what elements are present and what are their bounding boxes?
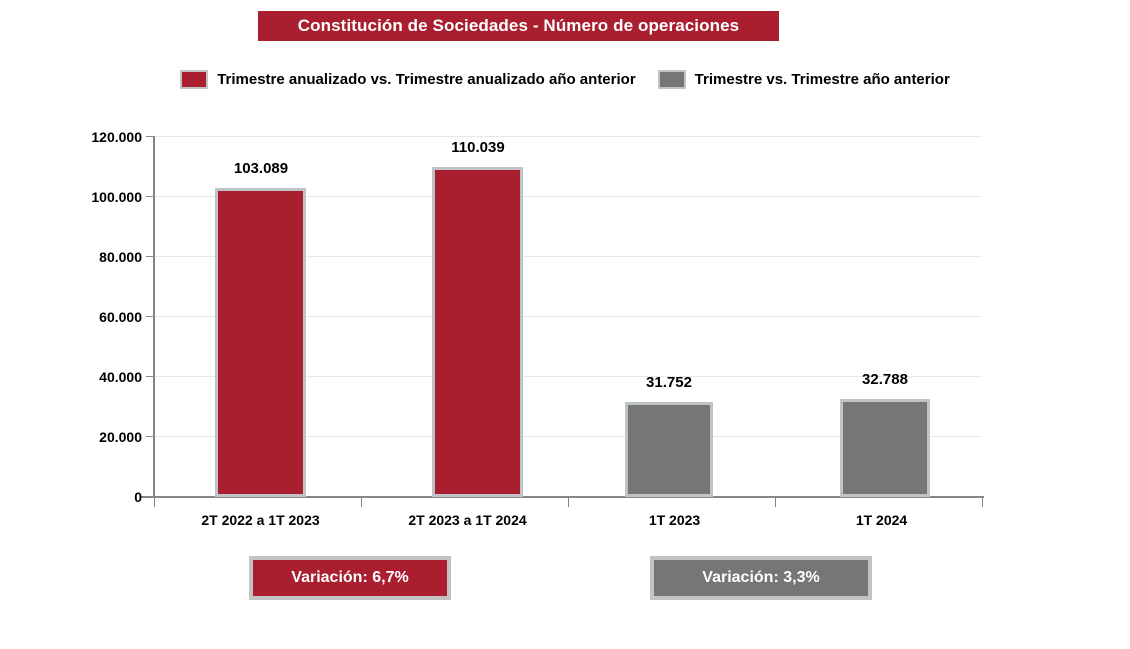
x-label-1t-2024: 1T 2024: [855, 512, 908, 528]
gridline-100000: [154, 196, 982, 197]
bar-1t-2024[interactable]: [840, 399, 930, 497]
y-tick-mark-40000: [146, 376, 154, 377]
gridline-120000: [154, 136, 982, 137]
x-axis-line: [140, 496, 984, 498]
y-tick-label-60000: 60.000: [99, 309, 142, 325]
x-tick-mark-2: [568, 498, 569, 507]
y-tick-label-40000: 40.000: [99, 369, 142, 385]
bar-value-2t-2023-a-1t-2024: 110.039: [451, 139, 505, 156]
bar-1t-2023[interactable]: [625, 402, 713, 497]
y-tick-mark-120000: [146, 136, 154, 137]
y-tick-mark-80000: [146, 256, 154, 257]
x-tick-mark-3: [775, 498, 776, 507]
y-tick-label-100000: 100.000: [91, 189, 142, 205]
variation-callout-annualized: Variación: 6,7%: [249, 556, 451, 600]
legend-swatch-red-icon: [180, 69, 209, 89]
legend-item-quarterly: Trimestre vs. Trimestre año anterior: [657, 69, 950, 89]
y-tick-label-0: 0: [134, 489, 142, 505]
bar-value-1t-2024: 32.788: [862, 371, 908, 388]
gridline-20000: [154, 436, 982, 437]
x-tick-mark-0: [154, 498, 155, 507]
x-tick-mark-1: [361, 498, 362, 507]
legend-item-annualized: Trimestre anualizado vs. Trimestre anual…: [180, 69, 636, 89]
bar-2t-2023-a-1t-2024[interactable]: [432, 167, 523, 497]
y-tick-label-120000: 120.000: [91, 129, 142, 145]
bar-value-1t-2023: 31.752: [646, 374, 692, 391]
y-axis-line: [153, 136, 155, 498]
plot-area: [154, 136, 982, 497]
x-label-2t-2023-a-1t-2024: 2T 2023 a 1T 2024: [408, 512, 527, 528]
legend-label-annualized: Trimestre anualizado vs. Trimestre anual…: [217, 70, 636, 88]
y-tick-mark-100000: [146, 196, 154, 197]
variation-callout-quarterly: Variación: 3,3%: [650, 556, 872, 600]
chart-legend: Trimestre anualizado vs. Trimestre anual…: [0, 64, 1130, 94]
x-label-2t-2022-a-1t-2023: 2T 2022 a 1T 2023: [201, 512, 320, 528]
x-label-1t-2023: 1T 2023: [648, 512, 701, 528]
gridline-40000: [154, 376, 982, 377]
legend-label-quarterly: Trimestre vs. Trimestre año anterior: [694, 70, 950, 88]
legend-swatch-gray-icon: [657, 69, 686, 89]
y-tick-label-20000: 20.000: [99, 429, 142, 445]
bar-2t-2022-a-1t-2023[interactable]: [215, 188, 306, 497]
x-tick-mark-4: [982, 498, 983, 507]
bar-value-2t-2022-a-1t-2023: 103.089: [233, 160, 289, 177]
gridline-80000: [154, 256, 982, 257]
y-tick-mark-60000: [146, 316, 154, 317]
y-tick-mark-0: [146, 496, 154, 497]
gridline-60000: [154, 316, 982, 317]
y-tick-label-80000: 80.000: [99, 249, 142, 265]
y-tick-mark-20000: [146, 436, 154, 437]
chart-title: Constitución de Sociedades - Número de o…: [258, 11, 779, 41]
